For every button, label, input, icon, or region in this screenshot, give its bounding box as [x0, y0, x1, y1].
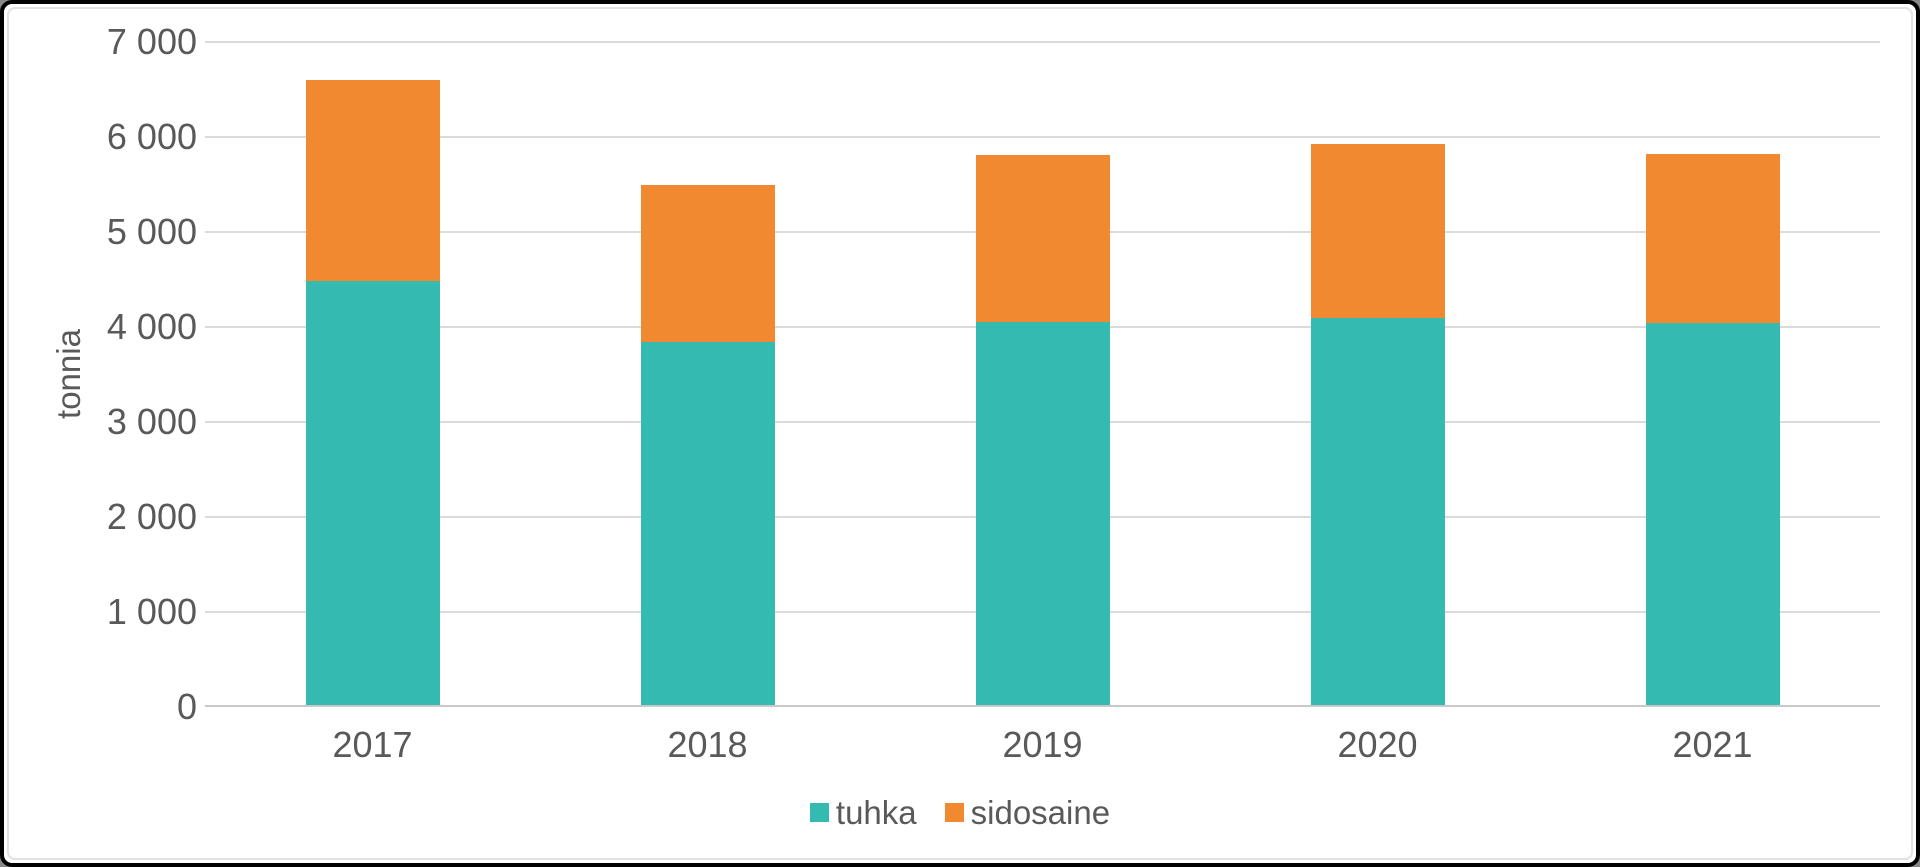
x-category-label-2019: 2019: [1002, 724, 1083, 765]
gridline-6000: [205, 136, 1880, 138]
chart-legend: tuhka sidosaine: [4, 796, 1916, 829]
x-category-label-2020: 2020: [1337, 724, 1418, 765]
bar-segment-tuhka-2018: [640, 342, 775, 707]
bars-layer: [205, 42, 1880, 707]
plot-area: [205, 41, 1880, 707]
bar-segment-tuhka-2020: [1310, 317, 1445, 707]
bar-slot-2018: [540, 42, 875, 707]
y-tick-label-2000: 2 000: [106, 496, 197, 537]
bar-segment-sidosaine-2019: [975, 155, 1110, 323]
y-tick-label-1000: 1 000: [106, 591, 197, 632]
legend-item-sidosaine: sidosaine: [944, 794, 1111, 831]
bar-segment-sidosaine-2018: [640, 184, 775, 343]
y-axis-tick-labels: 0 1 000 2 000 3 000 4 000 5 000 6 000 7 000: [4, 21, 197, 727]
bar-slot-2017: [205, 42, 540, 707]
bar-segment-tuhka-2017: [305, 281, 440, 707]
bar-slot-2021: [1545, 42, 1880, 707]
bar-segment-sidosaine-2021: [1645, 154, 1780, 324]
gridline-7000: [205, 41, 1880, 43]
y-tick-label-5000: 5 000: [106, 211, 197, 252]
y-tick-label-6000: 6 000: [106, 116, 197, 157]
bar-segment-sidosaine-2020: [1310, 143, 1445, 318]
x-category-label-2018: 2018: [667, 724, 748, 765]
bar-stack-2020: [1310, 143, 1445, 707]
bar-slot-2020: [1210, 42, 1545, 707]
x-axis-line: [205, 705, 1880, 707]
y-tick-label-4000: 4 000: [106, 306, 197, 347]
bar-segment-tuhka-2021: [1645, 323, 1780, 707]
bar-slot-2019: [875, 42, 1210, 707]
legend-label-sidosaine: sidosaine: [970, 794, 1111, 831]
legend-label-tuhka: tuhka: [835, 794, 917, 831]
x-axis-category-labels: 2017 2018 2019 2020 2021: [205, 724, 1880, 766]
bar-stack-2019: [975, 155, 1110, 707]
x-category-label-2021: 2021: [1672, 724, 1753, 765]
bar-segment-sidosaine-2017: [305, 80, 440, 282]
bar-stack-2021: [1645, 154, 1780, 707]
y-tick-label-3000: 3 000: [106, 401, 197, 442]
y-tick-label-7000: 7 000: [106, 21, 197, 62]
x-category-label-2017: 2017: [332, 724, 413, 765]
legend-item-tuhka: tuhka: [809, 794, 917, 831]
bar-segment-tuhka-2019: [975, 322, 1110, 707]
y-tick-label-0: 0: [176, 686, 197, 727]
bar-stack-2018: [640, 184, 775, 707]
bar-stack-2017: [305, 80, 440, 707]
legend-swatch-tuhka: [809, 803, 829, 822]
legend-swatch-sidosaine: [944, 803, 964, 822]
